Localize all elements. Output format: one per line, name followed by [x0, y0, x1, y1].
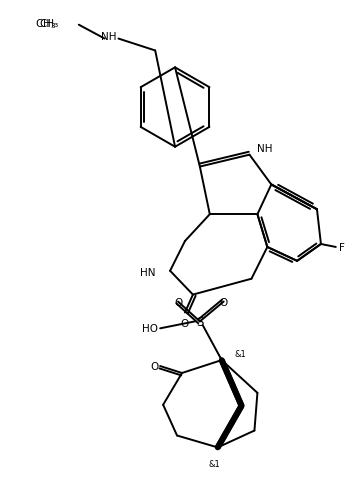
- Text: CH₃: CH₃: [40, 19, 59, 29]
- Text: O: O: [150, 361, 158, 371]
- Text: O: O: [174, 297, 182, 307]
- Text: NH: NH: [257, 143, 273, 153]
- Text: &1: &1: [234, 349, 246, 358]
- Text: &1: &1: [209, 459, 221, 469]
- Text: F: F: [339, 242, 345, 253]
- Text: HN: HN: [140, 267, 155, 277]
- Text: O: O: [219, 297, 228, 307]
- Text: NH: NH: [101, 31, 116, 42]
- Text: CH$_3$: CH$_3$: [35, 17, 56, 30]
- Text: O: O: [181, 319, 189, 329]
- Text: HO: HO: [142, 324, 158, 333]
- Text: S: S: [196, 315, 203, 328]
